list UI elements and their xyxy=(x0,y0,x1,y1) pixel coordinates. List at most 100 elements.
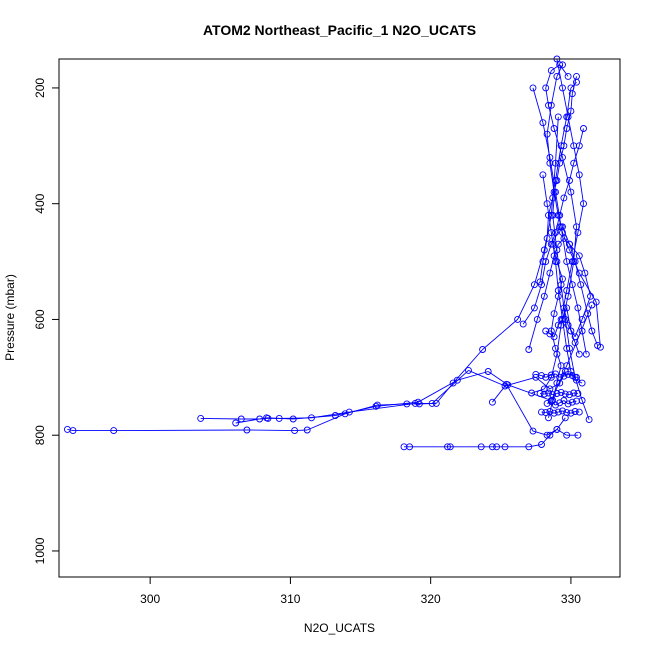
series-segment xyxy=(266,417,294,420)
series-segment xyxy=(574,261,582,285)
series-segment xyxy=(528,444,542,448)
series-segment xyxy=(541,375,546,378)
data-point xyxy=(594,342,602,349)
data-point xyxy=(564,321,572,329)
data-point xyxy=(571,333,579,341)
data-point xyxy=(566,240,573,248)
series-segment xyxy=(545,330,551,335)
x-tick-label: 310 xyxy=(280,592,300,606)
series-segment xyxy=(506,384,534,432)
data-point xyxy=(432,399,440,407)
series-segment xyxy=(569,392,574,396)
data-point xyxy=(453,376,461,384)
series-segment xyxy=(570,192,577,227)
series-segment xyxy=(562,410,567,414)
data-point xyxy=(543,200,551,208)
series-segment xyxy=(507,384,552,401)
series-10 xyxy=(519,125,587,328)
x-axis-label: N2O_UCATS xyxy=(304,621,375,635)
y-tick-label: 200 xyxy=(33,78,47,98)
series-segment xyxy=(548,392,553,396)
series-4 xyxy=(400,414,569,451)
data-point xyxy=(547,229,555,237)
data-point xyxy=(559,61,566,69)
data-point xyxy=(564,370,572,378)
data-point xyxy=(493,443,501,451)
data-point xyxy=(550,310,558,318)
x-tick-label: 300 xyxy=(140,592,160,606)
series-segment xyxy=(574,342,580,355)
data-point xyxy=(542,373,550,381)
data-point xyxy=(550,125,558,132)
data-point xyxy=(110,427,118,435)
x-tick-label: 330 xyxy=(561,592,581,606)
data-point xyxy=(331,412,339,419)
data-point xyxy=(567,409,575,417)
data-point xyxy=(444,443,451,451)
series-segment xyxy=(417,379,458,403)
data-point xyxy=(545,389,552,397)
y-tick-label: 600 xyxy=(33,309,47,329)
series-segment xyxy=(549,157,556,193)
series-segment xyxy=(577,203,584,233)
series-segment xyxy=(335,405,377,416)
data-point xyxy=(553,379,561,387)
data-point xyxy=(592,298,600,306)
series-segment xyxy=(548,105,555,129)
data-point xyxy=(564,400,572,408)
series-segment xyxy=(540,393,545,395)
series-segment xyxy=(307,413,346,431)
data-point xyxy=(502,380,510,388)
data-point xyxy=(567,327,575,335)
series-segment xyxy=(572,400,577,403)
series-9 xyxy=(525,234,602,353)
data-point xyxy=(69,427,77,435)
series-16 xyxy=(538,407,583,417)
series-segment xyxy=(562,319,568,349)
data-point xyxy=(566,391,573,399)
data-point xyxy=(578,315,586,323)
data-point xyxy=(557,388,565,396)
series-segment xyxy=(235,417,267,424)
data-point xyxy=(564,72,572,80)
series-segment xyxy=(532,430,548,436)
data-point xyxy=(543,399,551,407)
series-5 xyxy=(488,380,582,439)
series-segment xyxy=(552,393,558,396)
series-segment xyxy=(517,284,535,320)
data-point xyxy=(415,400,423,408)
series-segment xyxy=(542,174,548,204)
data-point xyxy=(563,344,571,352)
data-point xyxy=(549,240,557,248)
series-segment xyxy=(581,296,591,320)
data-point xyxy=(575,350,583,358)
series-segment xyxy=(528,319,538,350)
series-segment xyxy=(581,330,587,355)
data-point xyxy=(563,125,571,132)
series-segment xyxy=(562,157,572,193)
series-segment xyxy=(560,116,568,146)
series-15 xyxy=(536,388,582,399)
series-segment xyxy=(546,105,552,135)
data-point xyxy=(574,431,582,439)
data-point xyxy=(303,426,311,434)
data-point xyxy=(556,61,564,69)
data-point xyxy=(554,292,562,300)
data-point xyxy=(547,101,555,109)
series-segment xyxy=(580,284,589,314)
series-segment xyxy=(571,232,579,262)
data-point xyxy=(546,153,554,161)
x-tick-label: 320 xyxy=(421,592,441,606)
data-point xyxy=(560,194,568,202)
series-segment xyxy=(293,415,336,420)
data-point xyxy=(553,390,561,397)
data-point xyxy=(581,269,589,277)
data-point xyxy=(582,350,590,358)
series-segment xyxy=(566,261,573,291)
series-segment xyxy=(558,410,563,413)
data-point xyxy=(406,443,414,451)
series-segment xyxy=(544,392,549,395)
series-segment xyxy=(468,369,506,387)
data-point xyxy=(573,373,580,381)
series-segment xyxy=(556,391,562,394)
